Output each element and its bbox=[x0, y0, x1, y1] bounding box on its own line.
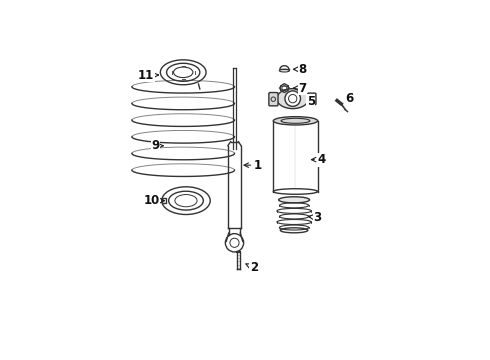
Text: 3: 3 bbox=[309, 211, 322, 224]
Text: 4: 4 bbox=[312, 153, 326, 166]
FancyBboxPatch shape bbox=[269, 93, 278, 106]
Text: 6: 6 bbox=[345, 92, 354, 105]
Bar bbox=[162, 198, 166, 203]
Text: 7: 7 bbox=[294, 82, 306, 95]
Text: 1: 1 bbox=[244, 159, 262, 172]
Text: 8: 8 bbox=[294, 63, 307, 76]
Text: 11: 11 bbox=[138, 68, 158, 82]
Ellipse shape bbox=[279, 197, 310, 203]
Text: 10: 10 bbox=[143, 194, 165, 207]
Text: 9: 9 bbox=[151, 139, 163, 152]
Circle shape bbox=[285, 91, 300, 107]
Ellipse shape bbox=[273, 189, 318, 194]
Ellipse shape bbox=[277, 89, 309, 109]
Ellipse shape bbox=[273, 117, 318, 125]
Text: 5: 5 bbox=[307, 95, 315, 108]
FancyBboxPatch shape bbox=[308, 93, 316, 105]
Text: 2: 2 bbox=[246, 261, 258, 274]
